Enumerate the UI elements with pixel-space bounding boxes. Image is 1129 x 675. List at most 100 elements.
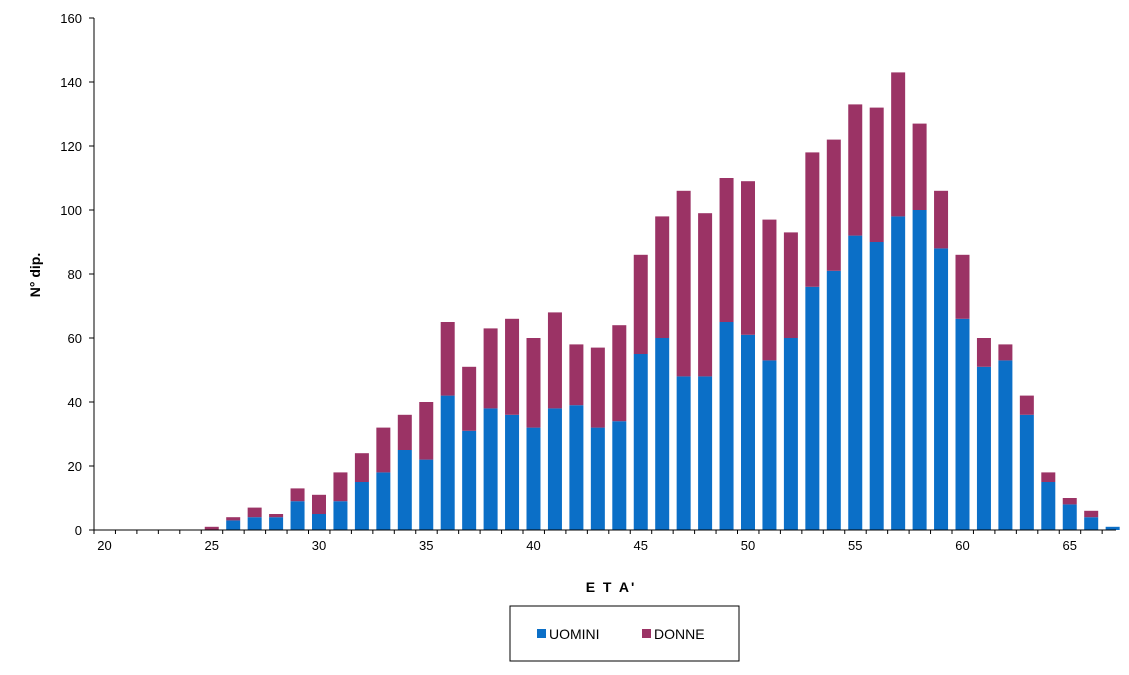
bar-uomini-66 <box>1084 517 1099 530</box>
bar-donne-49 <box>719 178 734 322</box>
bar-uomini-53 <box>805 286 820 530</box>
bar-uomini-50 <box>741 334 755 530</box>
bar-donne-39 <box>505 318 520 415</box>
bar-uomini-61 <box>976 366 991 530</box>
bar-donne-41 <box>547 312 562 409</box>
bar-uomini-57 <box>891 216 906 530</box>
bar-uomini-36 <box>440 395 455 530</box>
bar-uomini-33 <box>376 472 391 530</box>
bar-donne-58 <box>912 123 927 210</box>
bar-donne-61 <box>976 338 991 367</box>
legend-label-uomini: UOMINI <box>549 626 600 642</box>
bar-uomini-44 <box>612 421 627 530</box>
bar-donne-51 <box>762 219 777 361</box>
bar-uomini-51 <box>762 360 777 530</box>
bar-uomini-32 <box>354 482 369 530</box>
bar-uomini-30 <box>312 514 326 530</box>
bar-donne-59 <box>934 190 949 249</box>
bar-uomini-40 <box>526 427 541 530</box>
x-tick-label-60: 60 <box>955 538 969 553</box>
legend-swatch-donne <box>642 629 651 638</box>
bar-donne-31 <box>333 472 348 502</box>
bar-uomini-26 <box>226 520 241 530</box>
bar-uomini-28 <box>269 517 284 530</box>
bar-donne-45 <box>633 254 648 354</box>
bar-uomini-48 <box>698 376 713 530</box>
y-axis-title: N° dip. <box>27 253 43 297</box>
bar-uomini-38 <box>483 408 498 530</box>
bar-donne-62 <box>998 344 1013 361</box>
x-tick-label-25: 25 <box>205 538 219 553</box>
bar-uomini-64 <box>1041 482 1056 530</box>
bar-uomini-29 <box>290 501 305 530</box>
bar-donne-44 <box>612 325 627 422</box>
bar-donne-38 <box>483 328 498 409</box>
bar-donne-56 <box>869 107 884 242</box>
bar-uomini-67 <box>1105 526 1120 530</box>
bar-donne-42 <box>569 344 584 406</box>
bar-donne-29 <box>290 488 305 502</box>
bar-uomini-52 <box>783 338 798 530</box>
legend-swatch-uomini <box>537 629 546 638</box>
bar-uomini-63 <box>1019 414 1034 530</box>
bar-uomini-47 <box>676 376 691 530</box>
legend: UOMINI DONNE <box>509 605 740 662</box>
bar-donne-40 <box>526 338 541 428</box>
bar-uomini-31 <box>333 501 348 530</box>
x-tick-label-20: 20 <box>97 538 111 553</box>
bar-donne-57 <box>891 72 906 217</box>
bar-donne-34 <box>397 414 412 450</box>
legend-box <box>509 605 740 662</box>
bar-donne-32 <box>354 453 369 482</box>
bar-donne-35 <box>419 402 434 460</box>
bar-uomini-43 <box>590 427 605 530</box>
x-tick-label-30: 30 <box>312 538 326 553</box>
bar-uomini-60 <box>955 318 970 530</box>
bar-uomini-46 <box>655 338 670 530</box>
y-tick-label-40: 40 <box>68 395 82 410</box>
legend-label-donne: DONNE <box>654 626 705 642</box>
bar-donne-26 <box>226 517 241 521</box>
bar-donne-47 <box>676 190 691 377</box>
y-tick-label-160: 160 <box>60 11 82 26</box>
bar-uomini-35 <box>419 459 434 530</box>
bar-uomini-34 <box>397 450 412 530</box>
y-tick-label-60: 60 <box>68 331 82 346</box>
bar-uomini-54 <box>826 270 841 530</box>
bar-donne-63 <box>1019 395 1034 415</box>
x-tick-label-35: 35 <box>419 538 433 553</box>
bar-donne-60 <box>955 254 970 319</box>
bar-donne-65 <box>1062 498 1077 505</box>
bar-donne-43 <box>590 347 605 428</box>
bar-uomini-39 <box>505 414 520 530</box>
bar-uomini-49 <box>719 322 734 530</box>
y-tick-label-0: 0 <box>75 523 82 538</box>
y-tick-label-140: 140 <box>60 75 82 90</box>
bar-donne-52 <box>783 232 798 338</box>
y-tick-label-100: 100 <box>60 203 82 218</box>
bar-donne-50 <box>741 181 755 335</box>
x-axis-title: E T A' <box>586 579 637 595</box>
bar-donne-64 <box>1041 472 1056 482</box>
bar-uomini-62 <box>998 360 1013 530</box>
x-tick-label-40: 40 <box>526 538 540 553</box>
y-tick-label-80: 80 <box>68 267 82 282</box>
bar-donne-66 <box>1084 510 1099 518</box>
bar-donne-48 <box>698 213 713 377</box>
bar-donne-27 <box>247 507 262 518</box>
bar-uomini-65 <box>1062 504 1077 530</box>
bar-donne-55 <box>848 104 863 236</box>
bar-donne-37 <box>462 366 477 431</box>
x-tick-label-50: 50 <box>741 538 755 553</box>
x-tick-label-45: 45 <box>634 538 648 553</box>
bar-donne-36 <box>440 322 455 396</box>
bar-donne-33 <box>376 427 391 473</box>
y-tick-label-20: 20 <box>68 459 82 474</box>
y-tick-label-120: 120 <box>60 139 82 154</box>
bar-donne-46 <box>655 216 670 338</box>
bar-donne-30 <box>312 494 326 514</box>
bar-donne-25 <box>204 526 219 530</box>
bar-donne-28 <box>269 514 284 518</box>
bar-donne-53 <box>805 152 820 287</box>
